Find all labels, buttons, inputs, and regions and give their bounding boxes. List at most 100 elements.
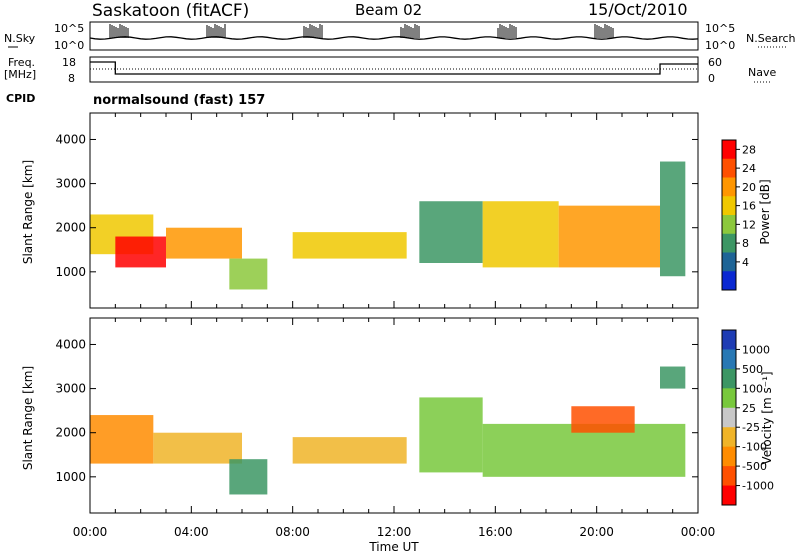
- colorbar-tick-label: 28: [742, 143, 756, 156]
- colorbar-swatch: [722, 158, 736, 178]
- colorbar-swatch: [722, 215, 736, 235]
- y-tick-label: 1000: [55, 265, 86, 279]
- heatmap-cell: [660, 161, 686, 277]
- x-axis-label: Time UT: [368, 540, 419, 554]
- freq-label: Freq.: [8, 56, 35, 69]
- power-y-axis-label: Slant Range [km]: [21, 160, 35, 264]
- y-tick-label: 3000: [55, 382, 86, 396]
- heatmap-cell: [292, 437, 407, 464]
- power-x-ticks: [89, 113, 699, 308]
- colorbar-swatch: [722, 388, 736, 409]
- x-tick-label: 04:00: [174, 525, 209, 539]
- nsky-tick-top: 10^5: [54, 22, 84, 35]
- colorbar-swatch: [722, 446, 736, 467]
- power-y-ticks: 1000 2000 3000 4000: [55, 132, 698, 279]
- y-tick-label: 2000: [55, 221, 86, 235]
- heatmap-cell: [419, 397, 483, 473]
- colorbar-swatch: [722, 427, 736, 448]
- nsky-label: N.Sky: [4, 32, 36, 45]
- heatmap-cell: [571, 406, 635, 433]
- nsky-panel-frame: [89, 21, 699, 51]
- x-tick-label: 08:00: [275, 525, 310, 539]
- colorbar-swatch: [722, 252, 736, 272]
- y-tick-label: 1000: [55, 470, 86, 484]
- colorbar-swatch: [722, 368, 736, 389]
- power-colorbar: 28 24 20 16 12 8 4: [721, 139, 756, 291]
- colorbar-tick-label: 16: [742, 200, 756, 213]
- colorbar-tick-label: 100: [742, 382, 763, 395]
- freq-tick-bottom: 8: [68, 72, 75, 85]
- nave-tick-top: 60: [708, 56, 722, 69]
- colorbar-tick-label: 1000: [742, 343, 770, 356]
- nave-label: Nave: [748, 66, 776, 79]
- x-tick-label: 12:00: [377, 525, 412, 539]
- colorbar-tick-label: 8: [742, 237, 749, 250]
- nsearch-label: N.Search: [746, 32, 796, 45]
- nsearch-tick-top: 10^5: [705, 22, 735, 35]
- colorbar-swatch: [722, 466, 736, 487]
- beam-label: Beam 02: [355, 1, 422, 19]
- cpid-value: normalsound (fast) 157: [93, 93, 265, 108]
- colorbar-swatch: [722, 407, 736, 428]
- velocity-heatmap: [90, 366, 686, 495]
- date-label: 15/Oct/2010: [588, 0, 688, 19]
- freq-tick-top: 18: [62, 56, 76, 69]
- nave-tick-bottom: 0: [708, 72, 715, 85]
- freq-unit-label: [MHz]: [4, 68, 36, 81]
- heatmap-cell: [482, 201, 559, 268]
- colorbar-tick-label: 25: [742, 402, 756, 415]
- cpid-label: CPID: [6, 92, 35, 105]
- colorbar-swatch: [722, 177, 736, 197]
- power-heatmap: [90, 161, 686, 290]
- velocity-colorbar: 1000 500 100 25 -25 -100 -500 -1000: [721, 329, 774, 506]
- colorbar-swatch: [722, 196, 736, 216]
- heatmap-cell: [90, 415, 154, 464]
- time-axis-labels: 00:00 04:00 08:00 12:00 16:00 20:00 00:00: [73, 525, 716, 539]
- colorbar-swatch: [722, 485, 736, 506]
- nsky-trace-line: [89, 36, 699, 40]
- nsky-tick-bottom: 10^0: [54, 39, 84, 52]
- velocity-colorbar-label: Velocity [m s⁻¹]: [760, 371, 774, 464]
- y-tick-label: 4000: [55, 132, 86, 146]
- colorbar-tick-label: -100: [742, 441, 767, 454]
- colorbar-tick-label: 12: [742, 218, 756, 231]
- colorbar-tick-label: -500: [742, 460, 767, 473]
- colorbar-tick-label: 500: [742, 363, 763, 376]
- colorbar-tick-label: 24: [742, 162, 756, 175]
- heatmap-cell: [292, 232, 407, 259]
- y-tick-label: 4000: [55, 337, 86, 351]
- nsearch-tick-bottom: 10^0: [705, 39, 735, 52]
- nsky-spikes: [109, 24, 614, 38]
- colorbar-swatch: [722, 140, 736, 160]
- x-tick-label: 00:00: [681, 525, 716, 539]
- colorbar-swatch: [722, 233, 736, 253]
- velocity-x-ticks: [89, 318, 699, 513]
- power-colorbar-label: Power [dB]: [758, 179, 772, 244]
- velocity-y-ticks: 1000 2000 3000 4000: [55, 337, 698, 484]
- heatmap-cell: [166, 227, 242, 259]
- heatmap-cell: [153, 432, 242, 464]
- heatmap-cell: [660, 366, 686, 389]
- colorbar-tick-label: 4: [742, 256, 749, 269]
- heatmap-cell: [558, 205, 660, 268]
- heatmap-cell: [229, 258, 268, 290]
- colorbar-tick-label: 20: [742, 181, 756, 194]
- colorbar-tick-label: -25: [742, 421, 760, 434]
- x-tick-label: 16:00: [478, 525, 513, 539]
- colorbar-swatch: [722, 349, 736, 370]
- x-tick-label: 00:00: [73, 525, 108, 539]
- colorbar-swatch: [722, 271, 736, 291]
- y-tick-label: 3000: [55, 177, 86, 191]
- y-tick-label: 2000: [55, 426, 86, 440]
- velocity-y-axis-label: Slant Range [km]: [21, 366, 35, 470]
- colorbar-swatch: [722, 330, 736, 350]
- x-tick-label: 20:00: [579, 525, 614, 539]
- station-title: Saskatoon (fitACF): [92, 1, 249, 21]
- colorbar-frame: [721, 329, 737, 506]
- colorbar-tick-label: -1000: [742, 480, 774, 493]
- freq-trace-line: [90, 61, 698, 75]
- colorbar-frame: [721, 139, 737, 291]
- heatmap-cell: [419, 201, 483, 263]
- heatmap-cell: [115, 236, 166, 268]
